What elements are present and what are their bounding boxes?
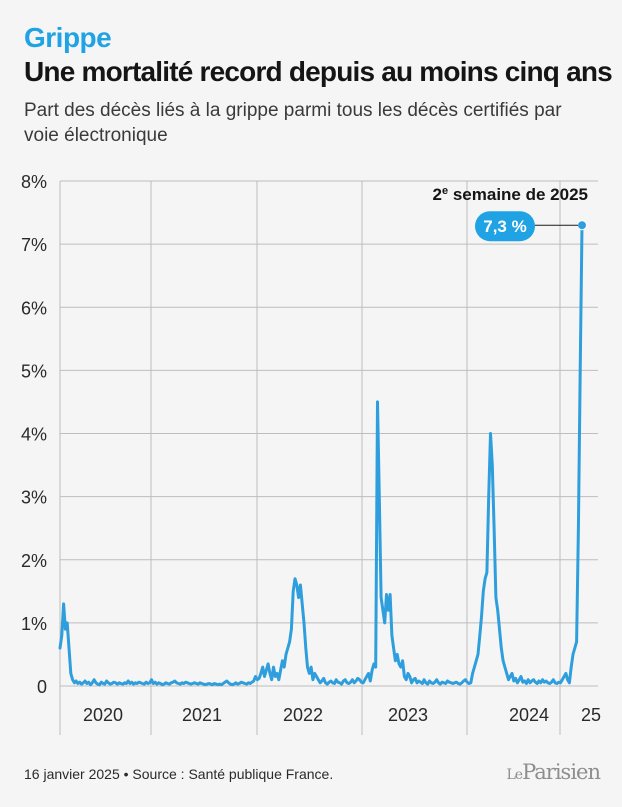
logo-name: Parisien — [522, 760, 601, 784]
x-axis-tick-labels: 2020 2021 2022 2023 2024 25 — [83, 705, 601, 725]
y-tick-label: 2% — [21, 551, 47, 571]
y-tick-label: 3% — [21, 488, 47, 508]
x-tick-label: 2023 — [388, 705, 428, 725]
y-tick-label: 7% — [21, 235, 47, 255]
x-tick-label: 2022 — [283, 705, 323, 725]
annotation-value-label: 7,3 % — [483, 217, 526, 236]
y-tick-label: 4% — [21, 425, 47, 445]
annotation-label: 2e semaine de 2025 — [433, 185, 588, 204]
chart-title: Une mortalité record depuis au moins cin… — [24, 56, 613, 87]
horizontal-gridlines — [60, 180, 598, 687]
y-axis-tick-labels: 0 1% 2% 3% 4% 5% 6% 7% 8% — [21, 172, 47, 697]
x-tick-label: 2021 — [182, 705, 222, 725]
y-tick-label: 5% — [21, 361, 47, 381]
series-line — [58, 223, 584, 687]
annotation-label-sup: e — [442, 185, 448, 197]
y-tick-label: 8% — [21, 172, 47, 192]
x-tick-label: 2020 — [83, 705, 123, 725]
chart-subtitle: Part des décès liés à la grippe parmi to… — [24, 100, 562, 146]
x-tick-label: 2024 — [509, 705, 549, 725]
le-parisien-logo: LeParisien — [506, 760, 601, 784]
logo-le: Le — [506, 767, 523, 783]
annotation-label-main: 2 — [433, 185, 442, 204]
last-point-marker — [577, 220, 587, 231]
kicker: Grippe — [24, 22, 112, 53]
vertical-gridlines — [59, 181, 561, 735]
annotation-label-rest: semaine de 2025 — [448, 185, 588, 204]
x-tick-label: 25 — [581, 705, 601, 725]
series-layer — [58, 220, 587, 687]
y-tick-label: 6% — [21, 298, 47, 318]
y-tick-label: 0 — [37, 677, 47, 697]
source-note: 16 janvier 2025 • Source : Santé publiqu… — [24, 766, 334, 782]
y-tick-label: 1% — [21, 614, 47, 634]
annotation: 2e semaine de 2025 7,3 % — [433, 185, 588, 242]
annotation-value-pill — [475, 211, 535, 242]
